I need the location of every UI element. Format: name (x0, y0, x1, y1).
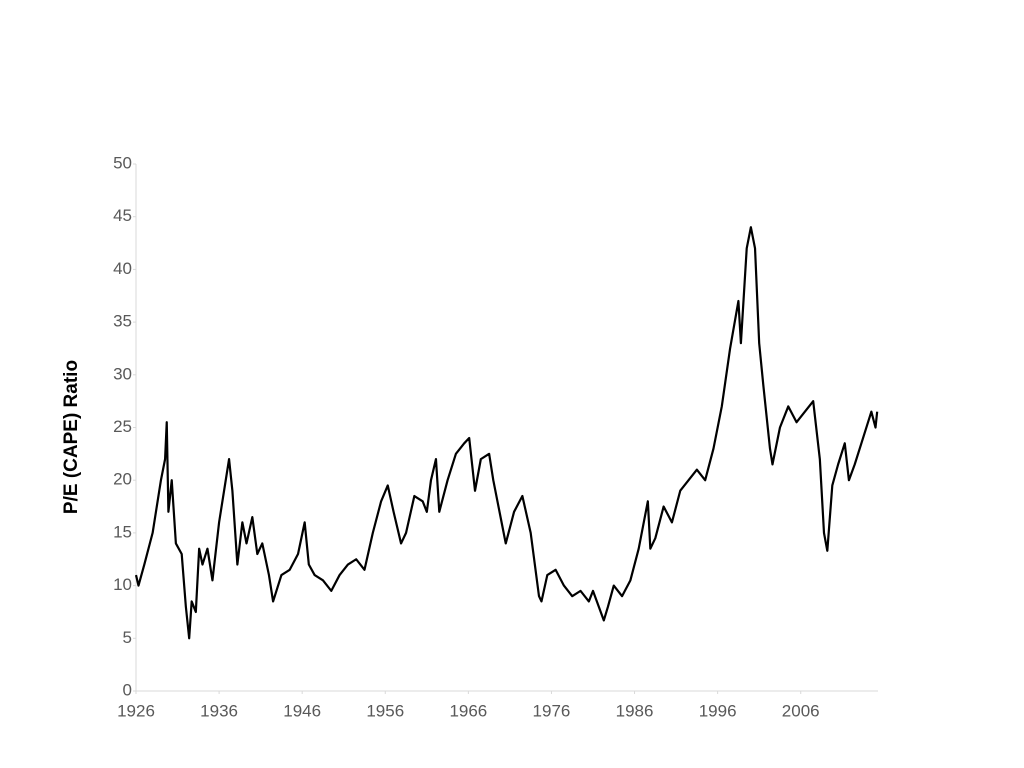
x-tick-label: 1946 (283, 701, 321, 720)
y-tick-label: 25 (113, 417, 132, 436)
y-tick-label: 10 (113, 575, 132, 594)
y-axis-label: P/E (CAPE) Ratio (61, 360, 82, 514)
y-tick-label: 30 (113, 364, 132, 383)
x-tick-label: 1986 (616, 701, 654, 720)
x-tick-label: 1936 (200, 701, 238, 720)
y-tick-label: 20 (113, 470, 132, 489)
x-tick-label: 1966 (449, 701, 487, 720)
y-tick-label: 35 (113, 312, 132, 331)
y-tick-label: 50 (113, 153, 132, 172)
x-tick-label: 1926 (117, 701, 155, 720)
x-tick-label: 1956 (366, 701, 404, 720)
x-tick-label: 1976 (533, 701, 571, 720)
y-tick-label: 45 (113, 206, 132, 225)
y-tick-label: 40 (113, 259, 132, 278)
x-tick-label: 1996 (699, 701, 737, 720)
y-tick-label: 15 (113, 522, 132, 541)
data-line (134, 226, 879, 640)
y-tick-label: 0 (123, 680, 132, 699)
x-tick-label: 2006 (782, 701, 820, 720)
y-tick-label: 5 (123, 628, 132, 647)
